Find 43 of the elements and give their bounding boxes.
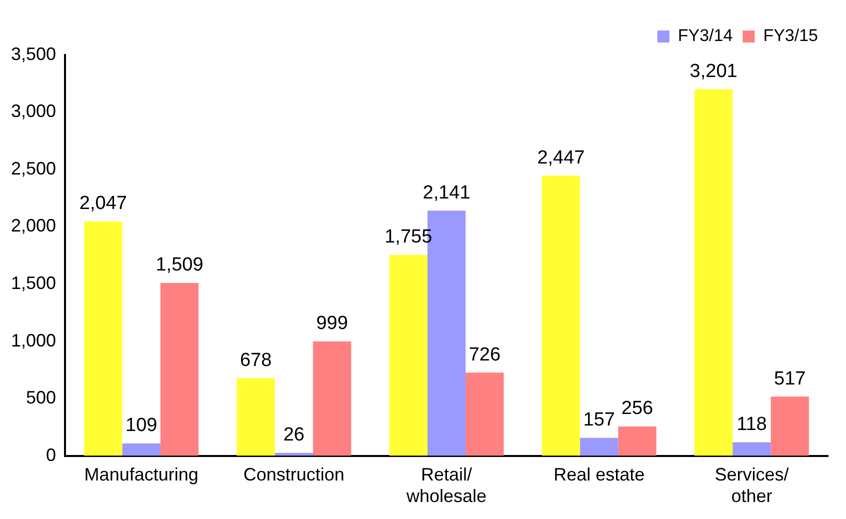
data-label: 1,755 bbox=[384, 226, 432, 248]
data-label: 1,509 bbox=[156, 254, 204, 276]
data-label: 256 bbox=[621, 398, 654, 420]
y-tick-label: 2,500 bbox=[10, 158, 56, 178]
data-label: 726 bbox=[468, 344, 501, 366]
data-label: 109 bbox=[125, 415, 158, 436]
x-tick-label: Retail/ wholesale bbox=[405, 464, 487, 506]
data-label: 118 bbox=[736, 414, 767, 436]
bar bbox=[313, 341, 352, 456]
data-label: 517 bbox=[774, 368, 806, 390]
data-label: 157 bbox=[583, 410, 615, 431]
bar bbox=[389, 254, 428, 456]
y-tick-label: 1,000 bbox=[10, 330, 56, 350]
data-label: 2,047 bbox=[79, 193, 127, 214]
y-tick-label: 1,500 bbox=[10, 272, 56, 293]
bar bbox=[122, 443, 160, 456]
y-tick-label: 3,500 bbox=[10, 44, 56, 64]
y-tick-label: 500 bbox=[26, 388, 56, 408]
bar bbox=[84, 221, 122, 456]
data-label: 678 bbox=[240, 350, 272, 371]
data-label: 26 bbox=[283, 424, 304, 446]
bar bbox=[160, 283, 199, 456]
bar bbox=[618, 426, 656, 456]
legend-label: FY3/14 bbox=[678, 26, 733, 46]
bar bbox=[236, 378, 275, 456]
y-tick-label: 3,000 bbox=[10, 101, 56, 122]
y-tick-label: 0 bbox=[46, 444, 56, 465]
bar bbox=[732, 442, 771, 456]
x-tick-label: Services/ other bbox=[714, 464, 789, 506]
bar bbox=[466, 372, 504, 456]
data-label: 3,201 bbox=[690, 60, 738, 82]
x-tick-label: Construction bbox=[243, 464, 344, 485]
legend-label: FY3/15 bbox=[763, 26, 818, 46]
x-tick-label: Manufacturing bbox=[84, 464, 198, 485]
bar bbox=[580, 438, 618, 456]
bar bbox=[770, 396, 809, 456]
data-label: 2,447 bbox=[537, 147, 585, 168]
y-tick-label: 2,000 bbox=[10, 216, 56, 236]
x-tick-label: Real estate bbox=[554, 464, 645, 485]
data-label: 999 bbox=[316, 313, 348, 334]
bar bbox=[542, 176, 580, 456]
data-label: 2,141 bbox=[422, 182, 470, 204]
bar bbox=[694, 89, 733, 456]
